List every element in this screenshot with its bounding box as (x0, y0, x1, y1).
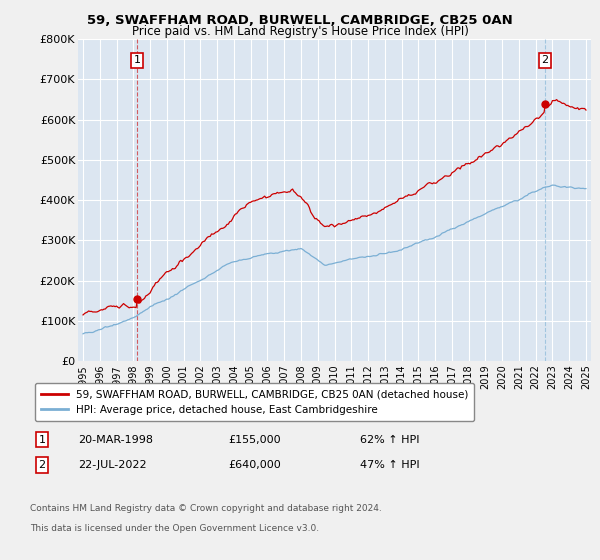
Legend: 59, SWAFFHAM ROAD, BURWELL, CAMBRIDGE, CB25 0AN (detached house), HPI: Average p: 59, SWAFFHAM ROAD, BURWELL, CAMBRIDGE, C… (35, 383, 475, 421)
Text: 2: 2 (541, 55, 548, 66)
Text: Contains HM Land Registry data © Crown copyright and database right 2024.: Contains HM Land Registry data © Crown c… (30, 504, 382, 513)
Text: £155,000: £155,000 (228, 435, 281, 445)
Text: 1: 1 (38, 435, 46, 445)
Text: 22-JUL-2022: 22-JUL-2022 (78, 460, 146, 470)
Text: 59, SWAFFHAM ROAD, BURWELL, CAMBRIDGE, CB25 0AN: 59, SWAFFHAM ROAD, BURWELL, CAMBRIDGE, C… (87, 14, 513, 27)
Text: 20-MAR-1998: 20-MAR-1998 (78, 435, 153, 445)
Text: £640,000: £640,000 (228, 460, 281, 470)
Text: 47% ↑ HPI: 47% ↑ HPI (360, 460, 419, 470)
Text: This data is licensed under the Open Government Licence v3.0.: This data is licensed under the Open Gov… (30, 524, 319, 533)
Text: Price paid vs. HM Land Registry's House Price Index (HPI): Price paid vs. HM Land Registry's House … (131, 25, 469, 38)
Text: 62% ↑ HPI: 62% ↑ HPI (360, 435, 419, 445)
Text: 2: 2 (38, 460, 46, 470)
Text: 1: 1 (134, 55, 140, 66)
